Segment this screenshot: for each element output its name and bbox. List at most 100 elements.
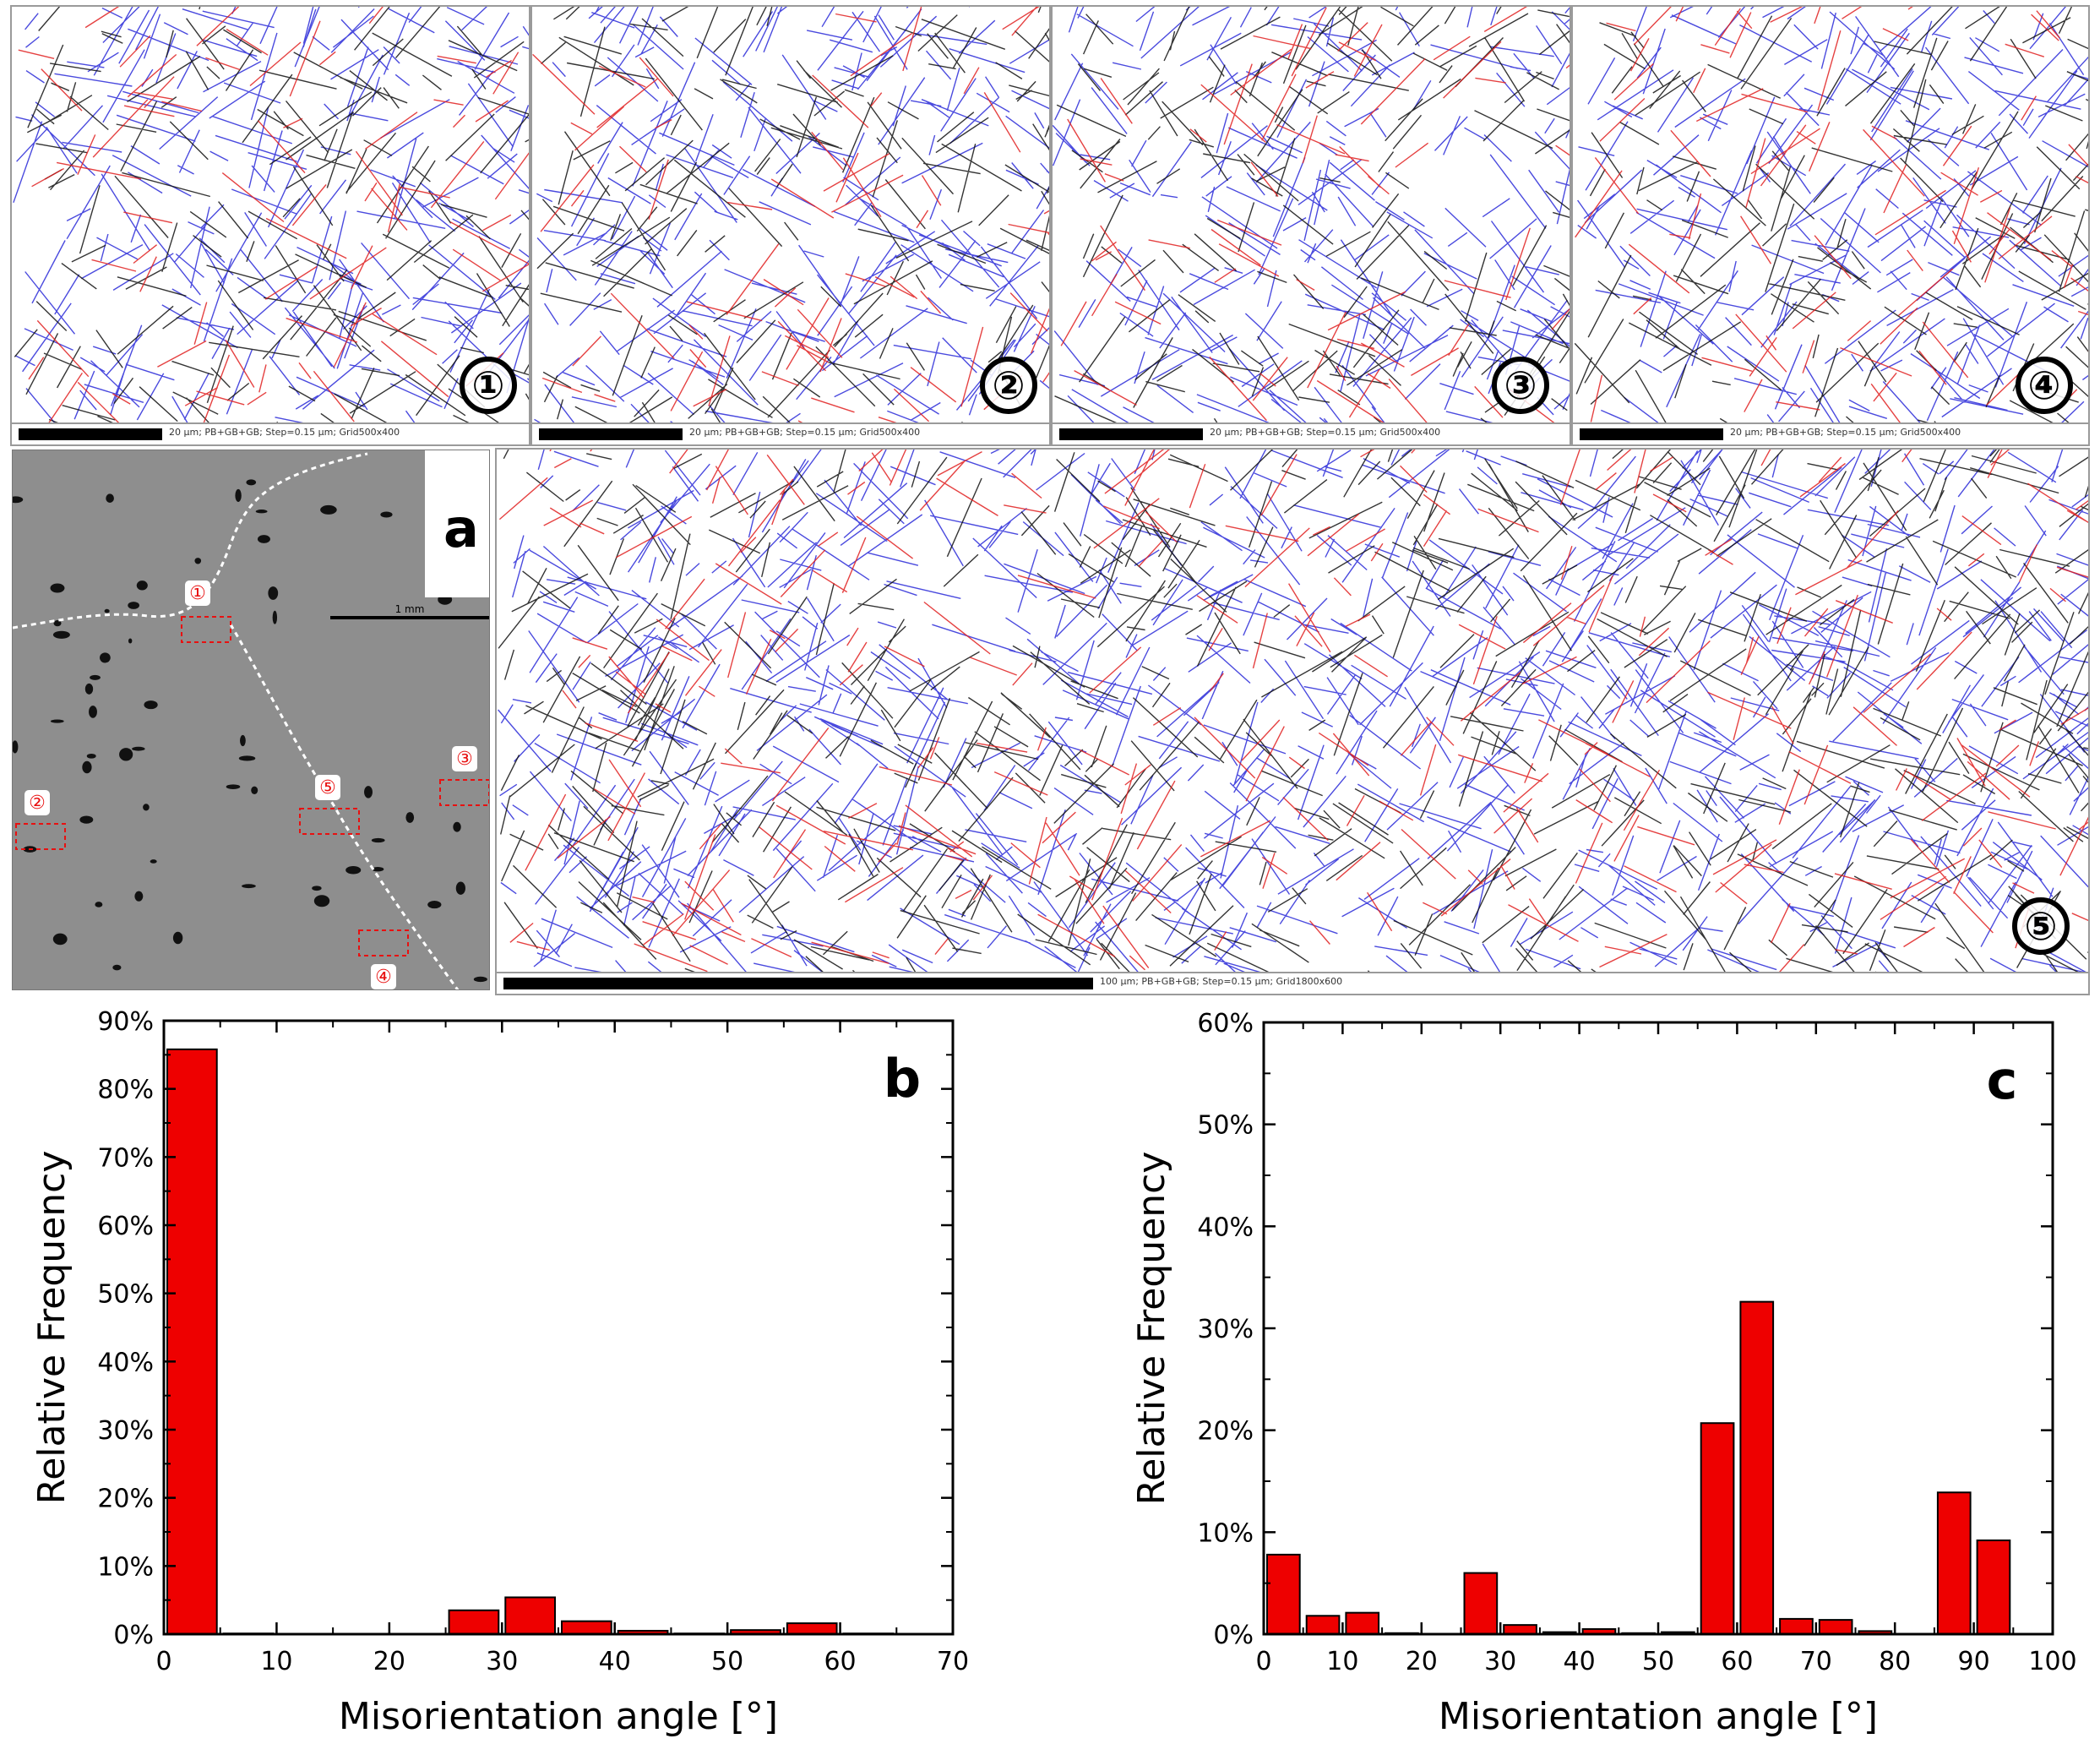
y-tick-label: 0%: [1213, 1621, 1254, 1650]
ebsd-map-4: ④ 20 µm; PB+GB+GB; Step=0.15 µm; Grid500…: [1571, 5, 2090, 446]
y-tick-label: 10%: [1197, 1518, 1254, 1548]
svg-text:②: ②: [29, 793, 46, 814]
boundary-texture: [1574, 7, 2088, 426]
x-tick-label: 0: [155, 1647, 171, 1676]
y-tick-label: 80%: [97, 1076, 154, 1105]
ebsd-map-2: ② 20 µm; PB+GB+GB; Step=0.15 µm; Grid500…: [530, 5, 1051, 446]
histogram-bar: [1463, 1572, 1499, 1635]
panel-letter: c: [1987, 1049, 2018, 1111]
region-box-4: [358, 929, 409, 956]
histogram-bar: [1936, 1491, 1972, 1635]
sem-overview: 1 mm ① ② ③ ④ ⑤ a: [12, 450, 490, 990]
histogram-bar: [166, 1048, 218, 1635]
region-marker-2: ②: [24, 790, 50, 815]
melt-pool-boundary: [229, 624, 460, 989]
scale-bar: 100 µm; PB+GB+GB; Step=0.15 µm; Grid1800…: [497, 972, 2088, 994]
region-box-1: [181, 616, 231, 643]
histogram-bar: [504, 1596, 556, 1636]
y-tick-label: 20%: [97, 1485, 154, 1514]
x-tick-label: 90: [1958, 1647, 1990, 1676]
panel-letter: b: [884, 1048, 921, 1109]
scale-bar-text: 100 µm; PB+GB+GB; Step=0.15 µm; Grid1800…: [1100, 976, 1343, 987]
x-tick-label: 10: [260, 1647, 292, 1676]
histogram-bar: [1305, 1615, 1341, 1636]
x-tick-label: 70: [937, 1647, 969, 1676]
plot-frame: [1262, 1021, 2054, 1636]
x-tick-label: 70: [1800, 1647, 1832, 1676]
y-tick-label: 50%: [1197, 1111, 1254, 1141]
y-tick-label: 60%: [97, 1212, 154, 1241]
x-tick-label: 0: [1255, 1647, 1271, 1676]
region-box-2: [15, 823, 66, 850]
boundary-texture: [1053, 7, 1570, 426]
svg-text:④: ④: [375, 967, 392, 988]
region-marker-1: ①: [185, 580, 210, 606]
x-tick-label: 20: [1406, 1647, 1438, 1676]
scale-bar-block: [19, 428, 162, 440]
y-tick-label: 30%: [97, 1416, 154, 1446]
x-tick-label: 80: [1879, 1647, 1911, 1676]
y-tick-label: 60%: [1197, 1009, 1254, 1038]
y-tick-label: 90%: [97, 1007, 154, 1037]
scale-bar-block: [503, 978, 1093, 989]
boundary-texture: [498, 450, 2088, 975]
region-marker-5: ⑤: [315, 775, 340, 800]
scale-bar-block: [1580, 428, 1723, 440]
plot-frame: [162, 1019, 955, 1636]
y-tick-label: 30%: [1197, 1315, 1254, 1344]
svg-text:①: ①: [189, 583, 206, 604]
label-box: [425, 450, 489, 597]
boundary-texture: [532, 7, 1049, 426]
x-axis-label: Misorientation angle [°]: [339, 1695, 778, 1738]
histogram-bar: [1266, 1553, 1301, 1636]
map-label-2: ②: [980, 357, 1037, 414]
histogram-c-svg: 0 10 20 30 40 50 60 70 80 90 100 0% 10% 20% 30% 40% 50% 6…: [1130, 1009, 2077, 1738]
x-tick-label: 60: [1721, 1647, 1753, 1676]
region-marker-4: ④: [371, 964, 396, 989]
histogram-b-svg: 0 10 20 30 40 50 60 70 0% 10% 20% 30% 40% 50% 60% 70% 80…: [30, 1007, 969, 1738]
panel-letter-a: a: [443, 498, 479, 559]
histogram-bar: [1739, 1300, 1775, 1635]
x-tick-label: 30: [1484, 1647, 1516, 1676]
histogram-bar: [561, 1620, 612, 1636]
x-tick-label: 30: [486, 1647, 518, 1676]
svg-text:③: ③: [456, 749, 473, 770]
histogram-c: 0 10 20 30 40 50 60 70 80 90 100 0% 10% 20% 30% 40% 50% 6…: [1047, 997, 2100, 1741]
ebsd-map-5: ⑤ 100 µm; PB+GB+GB; Step=0.15 µm; Grid18…: [495, 448, 2090, 995]
histogram-bar: [1700, 1422, 1735, 1635]
ebsd-map-1: ① 20 µm; PB+GB+GB; Step=0.15 µm; Grid500…: [10, 5, 530, 446]
scale-bar-text: 20 µm; PB+GB+GB; Step=0.15 µm; Grid500x4…: [1730, 427, 1961, 438]
y-axis-label: Relative Frequency: [1130, 1152, 1173, 1506]
x-tick-label: 60: [824, 1647, 856, 1676]
histogram-bar: [1779, 1617, 1814, 1636]
map-label-3: ③: [1492, 357, 1549, 414]
map-label-4: ④: [2016, 357, 2073, 414]
scale-bar: 20 µm; PB+GB+GB; Step=0.15 µm; Grid500x4…: [1053, 422, 1570, 444]
y-tick-label: 20%: [1197, 1417, 1254, 1447]
map-label-5: ⑤: [2012, 897, 2070, 955]
scale-bar-text: 20 µm; PB+GB+GB; Step=0.15 µm; Grid500x4…: [1210, 427, 1441, 438]
scale-bar-text: 20 µm; PB+GB+GB; Step=0.15 µm; Grid500x4…: [169, 427, 400, 438]
boundary-texture: [13, 7, 529, 426]
histogram-bar: [448, 1609, 500, 1635]
sem-image: 1 mm ① ② ③ ④ ⑤: [13, 450, 489, 989]
scale-bar-block: [539, 428, 683, 440]
x-tick-label: 50: [1642, 1647, 1674, 1676]
sem-scale-text: 1 mm: [395, 603, 425, 615]
y-axis-label: Relative Frequency: [30, 1151, 73, 1505]
x-tick-label: 40: [599, 1647, 631, 1676]
histogram-bar: [1503, 1624, 1537, 1636]
y-tick-label: 70%: [97, 1143, 154, 1173]
scale-bar: 20 µm; PB+GB+GB; Step=0.15 µm; Grid500x4…: [12, 422, 529, 444]
map-label-1: ①: [460, 357, 517, 414]
histogram-bar: [786, 1622, 838, 1635]
x-tick-label: 50: [711, 1647, 743, 1676]
y-tick-label: 0%: [113, 1621, 154, 1650]
y-tick-label: 10%: [97, 1552, 154, 1582]
y-tick-label: 50%: [97, 1280, 154, 1310]
y-tick-label: 40%: [1197, 1213, 1254, 1242]
region-box-3: [439, 779, 489, 806]
svg-text:⑤: ⑤: [319, 777, 336, 798]
histogram-bar: [1345, 1611, 1380, 1635]
scale-bar-text: 20 µm; PB+GB+GB; Step=0.15 µm; Grid500x4…: [689, 427, 921, 438]
